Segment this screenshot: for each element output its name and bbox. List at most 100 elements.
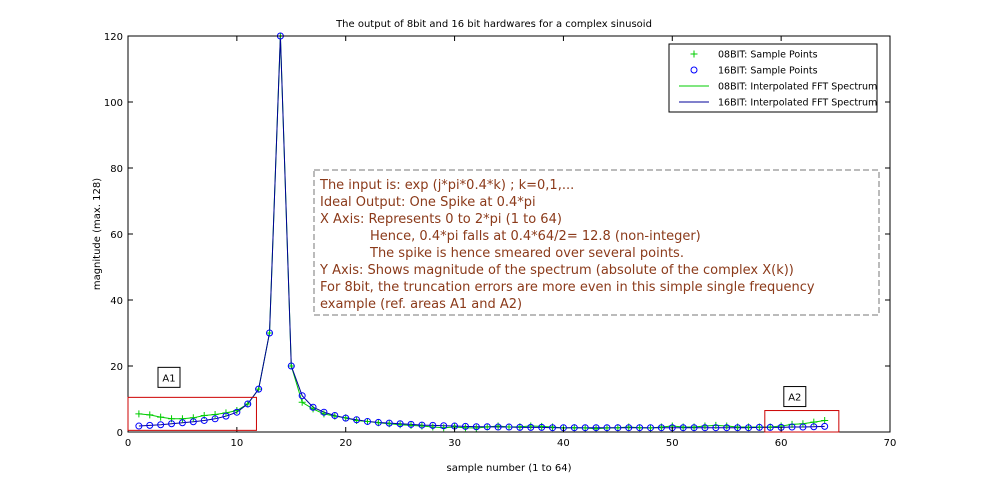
circle-marker <box>331 412 339 419</box>
circle-marker <box>374 418 382 426</box>
annotation-line: Y Axis: Shows magnitude of the spectrum … <box>319 263 794 278</box>
circle-marker <box>461 422 469 430</box>
circle-marker <box>363 417 371 425</box>
circle-marker <box>168 420 176 428</box>
circle-marker <box>396 420 404 428</box>
circle-marker <box>701 424 709 432</box>
x-tick-label: 40 <box>557 438 570 449</box>
circle-marker <box>429 421 437 429</box>
circle-marker <box>353 416 361 424</box>
plus-marker <box>255 385 263 393</box>
circle-marker <box>690 424 698 432</box>
circle-marker <box>342 414 350 422</box>
circle-marker <box>821 422 829 430</box>
circle-marker <box>744 424 752 432</box>
circle-marker <box>810 423 818 431</box>
x-tick-label: 0 <box>125 438 131 449</box>
circle-marker <box>320 408 328 416</box>
x-tick-label: 70 <box>884 438 897 449</box>
circle-marker <box>625 424 633 432</box>
y-tick-label: 60 <box>110 230 123 241</box>
circle-marker <box>636 424 644 432</box>
circle-marker <box>723 424 731 432</box>
plus-marker <box>157 413 165 421</box>
circle-marker <box>766 423 774 431</box>
region-label-box <box>783 386 807 408</box>
circle-marker <box>385 419 393 427</box>
annotation-line: Hence, 0.4*pi falls at 0.4*64/2= 12.8 (n… <box>370 229 701 244</box>
circle-marker <box>788 423 796 431</box>
y-tick-label: 40 <box>110 296 123 307</box>
circle-marker <box>178 419 186 427</box>
circle-marker <box>755 423 763 431</box>
y-tick-label: 80 <box>110 164 123 175</box>
circle-marker <box>538 423 546 431</box>
circle-marker <box>603 424 611 432</box>
legend-circle-swatch <box>690 66 698 74</box>
circle-marker <box>712 424 720 432</box>
circle-marker <box>157 421 165 429</box>
plot-area: 0 10 20 30 40 50 60 70 0 20 40 60 80 100 120 A1 A2 The in… <box>104 32 896 449</box>
circle-marker <box>472 423 480 431</box>
legend-box <box>668 43 878 113</box>
legend-entry-label: 08BIT: Sample Points <box>718 50 818 61</box>
annotation-line: Ideal Output: One Spike at 0.4*pi <box>320 195 536 210</box>
series-line-1 <box>138 35 825 429</box>
y-tick-label: 0 <box>117 428 123 439</box>
circle-marker <box>505 423 513 431</box>
plus-marker <box>189 414 197 422</box>
circle-marker <box>549 424 557 432</box>
legend-plus-swatch <box>690 50 698 58</box>
circle-marker <box>657 424 665 432</box>
x-tick-label: 50 <box>666 438 679 449</box>
circle-marker <box>222 412 230 420</box>
circle-marker <box>516 423 524 431</box>
y-tick-label: 120 <box>104 32 123 43</box>
circle-marker <box>527 423 535 431</box>
x-axis-label: sample number (1 to 64) <box>446 463 571 474</box>
x-tick-label: 10 <box>230 438 243 449</box>
plus-marker <box>570 424 578 432</box>
circle-marker <box>189 418 197 426</box>
x-tick-label: 30 <box>448 438 461 449</box>
plus-marker <box>363 417 371 425</box>
circle-marker <box>200 416 208 424</box>
plus-marker <box>636 424 644 432</box>
plus-marker <box>505 423 513 431</box>
plus-marker <box>614 424 622 432</box>
annotation-line: The spike is hence smeared over several … <box>369 246 684 261</box>
region-label-box <box>157 366 181 388</box>
annotation-line: X Axis: Represents 0 to 2*pi (1 to 64) <box>320 212 562 227</box>
circle-marker <box>647 424 655 432</box>
circle-marker <box>309 403 317 411</box>
region-label-text: A2 <box>788 393 801 404</box>
plus-marker <box>821 416 829 424</box>
circle-marker <box>592 424 600 432</box>
plus-marker <box>135 410 143 418</box>
plus-marker <box>298 398 306 406</box>
circle-marker <box>483 423 491 431</box>
circle-marker <box>440 422 448 430</box>
circle-marker <box>614 424 622 432</box>
circle-marker <box>407 420 415 428</box>
circle-marker <box>799 423 807 431</box>
annotation-line: For 8bit, the truncation errors are more… <box>320 280 815 295</box>
plus-marker <box>244 400 252 408</box>
x-tick-label: 60 <box>775 438 788 449</box>
chart-title: The output of 8bit and 16 bit hardwares … <box>335 19 652 30</box>
circle-marker <box>244 400 252 408</box>
circle-marker <box>418 421 426 429</box>
plus-marker <box>146 411 154 419</box>
plus-marker <box>211 411 219 419</box>
y-tick-label: 20 <box>110 362 123 373</box>
circle-marker <box>135 422 143 430</box>
legend-entry-label: 16BIT: Sample Points <box>718 66 818 77</box>
region-box-a2 <box>764 410 840 433</box>
region-label-text: A1 <box>162 373 175 384</box>
circle-marker <box>266 329 274 337</box>
circle-marker <box>233 408 241 416</box>
plus-marker <box>287 362 295 370</box>
annotation-line: The input is: exp (j*pi*0.4*k) ; k=0,1,.… <box>319 178 574 193</box>
circle-marker <box>581 424 589 432</box>
